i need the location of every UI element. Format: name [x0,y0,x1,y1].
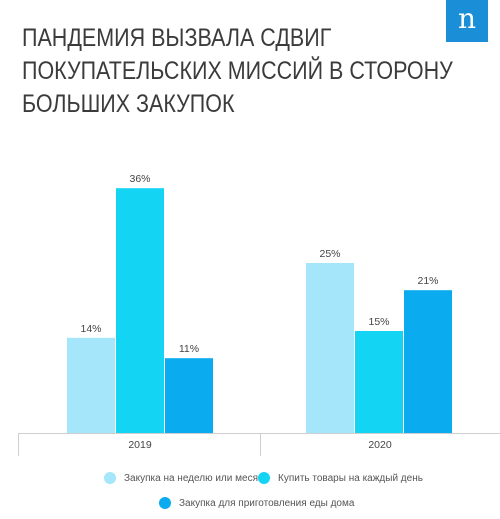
legend-label: Закупка для приготовления еды дома [179,497,355,509]
bar [355,331,403,433]
brand-logo: n [446,0,488,42]
bar-value-label: 25% [319,248,340,260]
legend-item-weekly: Закупка на неделю или месяц [104,472,264,484]
title-line: ПОКУПАТЕЛЬСКИХ МИССИЙ В СТОРОНУ [22,57,453,85]
chart-title: ПАНДЕМИЯ ВЫЗВАЛА СДВИГ ПОКУПАТЕЛЬСКИХ МИ… [22,22,453,121]
legend-swatch [258,472,270,484]
bar [404,290,452,433]
legend-item-home-cooking: Закупка для приготовления еды дома [159,497,354,509]
x-tick-label: 2020 [368,439,392,451]
legend-label: Закупка на неделю или месяц [124,472,264,484]
bar [116,188,164,433]
title-line: ПАНДЕМИЯ ВЫЗВАЛА СДВИГ [22,24,332,52]
legend-label: Купить товары на каждый день [278,472,423,484]
x-tick-label: 2019 [128,439,152,451]
bar [306,263,354,433]
bar-value-label: 11% [179,343,199,355]
bar [165,358,213,433]
bar-value-label: 14% [80,323,101,335]
logo-letter: n [457,2,477,35]
bar-value-label: 15% [368,316,389,328]
bar-value-label: 21% [417,275,438,287]
legend-swatch [159,497,171,509]
bar-value-label: 36% [129,173,150,185]
title-line: БОЛЬШИХ ЗАКУПОК [22,90,235,118]
legend-swatch [104,472,116,484]
bar [67,337,115,433]
legend-item-daily: Купить товары на каждый день [258,472,423,484]
